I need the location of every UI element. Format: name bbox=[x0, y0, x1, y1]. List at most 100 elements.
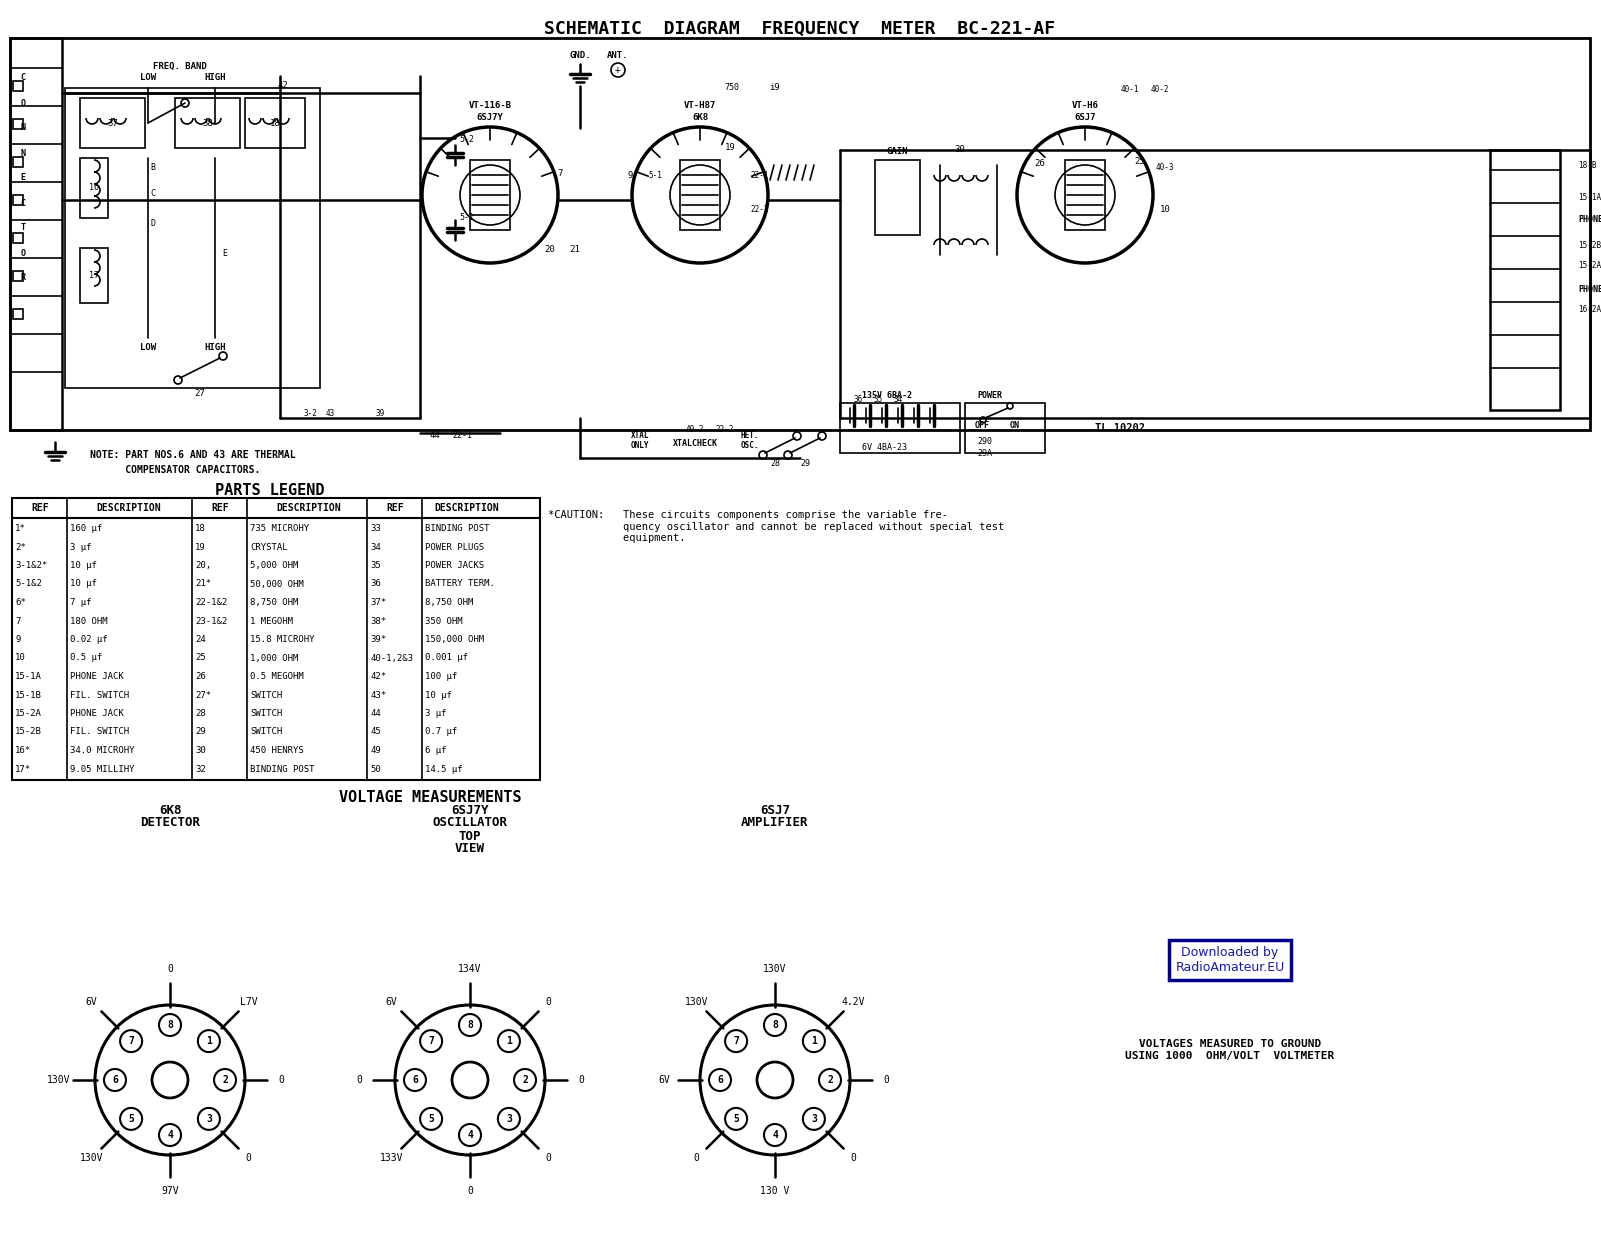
Text: 26: 26 bbox=[1034, 158, 1045, 167]
Bar bbox=[80, 247, 107, 303]
Circle shape bbox=[175, 376, 183, 383]
Text: 6V: 6V bbox=[386, 997, 397, 1007]
Text: 0: 0 bbox=[850, 1153, 857, 1164]
Text: HIGH: HIGH bbox=[205, 344, 226, 353]
Text: 37*: 37* bbox=[370, 597, 386, 607]
Text: N: N bbox=[21, 148, 26, 157]
Text: 27*: 27* bbox=[195, 690, 211, 699]
Text: FIL. SWITCH: FIL. SWITCH bbox=[70, 690, 130, 699]
Text: 30: 30 bbox=[195, 746, 207, 755]
Text: CRYSTAL: CRYSTAL bbox=[250, 543, 288, 552]
Text: 49: 49 bbox=[370, 746, 381, 755]
Text: 24: 24 bbox=[195, 635, 207, 644]
Circle shape bbox=[459, 165, 520, 225]
Text: 0.5 μf: 0.5 μf bbox=[70, 653, 102, 663]
Text: 0: 0 bbox=[355, 1075, 362, 1085]
Text: 10: 10 bbox=[1159, 205, 1170, 214]
Circle shape bbox=[514, 1069, 536, 1091]
Bar bbox=[680, 160, 720, 230]
Text: 0.001 μf: 0.001 μf bbox=[424, 653, 467, 663]
Text: POWER: POWER bbox=[978, 391, 1002, 401]
Text: ONLY: ONLY bbox=[631, 442, 650, 450]
Text: 22-1&2: 22-1&2 bbox=[195, 597, 227, 607]
Text: 42*: 42* bbox=[370, 672, 386, 682]
Text: 34: 34 bbox=[893, 396, 903, 404]
Text: GAIN: GAIN bbox=[887, 147, 908, 157]
Text: 36: 36 bbox=[853, 396, 863, 404]
Text: BATTERY TERM.: BATTERY TERM. bbox=[424, 579, 495, 589]
Circle shape bbox=[199, 1108, 219, 1129]
Text: 17: 17 bbox=[90, 271, 99, 280]
Text: DESCRIPTION: DESCRIPTION bbox=[277, 503, 341, 513]
Text: 1*: 1* bbox=[14, 524, 26, 533]
Text: 3-1&2*: 3-1&2* bbox=[14, 562, 48, 570]
Text: 5,000 OHM: 5,000 OHM bbox=[250, 562, 298, 570]
Circle shape bbox=[215, 1069, 235, 1091]
Text: 0: 0 bbox=[578, 1075, 584, 1085]
Text: C: C bbox=[21, 198, 26, 208]
Text: T: T bbox=[21, 224, 26, 233]
Text: 42: 42 bbox=[277, 82, 288, 90]
Bar bbox=[66, 88, 320, 388]
Circle shape bbox=[120, 1108, 142, 1129]
Text: 0: 0 bbox=[693, 1153, 700, 1164]
Text: 36: 36 bbox=[370, 579, 381, 589]
Text: 22-1: 22-1 bbox=[451, 432, 472, 440]
Text: 2: 2 bbox=[223, 1075, 227, 1085]
Text: VT-116-B: VT-116-B bbox=[469, 101, 511, 110]
Text: 1: 1 bbox=[506, 1037, 512, 1047]
Text: XTAL: XTAL bbox=[631, 432, 650, 440]
Text: 15-2A: 15-2A bbox=[14, 709, 42, 717]
Text: 7 μf: 7 μf bbox=[70, 597, 91, 607]
Text: 16*: 16* bbox=[14, 746, 30, 755]
Text: 33: 33 bbox=[370, 524, 381, 533]
Text: DETECTOR: DETECTOR bbox=[139, 816, 200, 830]
Bar bbox=[13, 195, 22, 205]
Text: 35: 35 bbox=[874, 396, 882, 404]
Bar bbox=[80, 158, 107, 218]
Circle shape bbox=[1055, 165, 1114, 225]
Text: FIL. SWITCH: FIL. SWITCH bbox=[70, 727, 130, 736]
Text: 37: 37 bbox=[107, 119, 118, 127]
Text: 9: 9 bbox=[14, 635, 21, 644]
Bar bbox=[13, 80, 22, 92]
Bar bbox=[471, 160, 511, 230]
Text: 8,750 OHM: 8,750 OHM bbox=[250, 597, 298, 607]
Text: 2*: 2* bbox=[14, 543, 26, 552]
Bar bbox=[841, 403, 961, 453]
Text: 7: 7 bbox=[733, 1037, 740, 1047]
Text: 29: 29 bbox=[195, 727, 207, 736]
Text: 40-1: 40-1 bbox=[1121, 85, 1140, 94]
Text: 130V: 130V bbox=[685, 997, 708, 1007]
Text: VOLTAGE MEASUREMENTS: VOLTAGE MEASUREMENTS bbox=[339, 790, 522, 805]
Text: 10: 10 bbox=[14, 653, 26, 663]
Text: 2: 2 bbox=[828, 1075, 833, 1085]
Text: 3-2: 3-2 bbox=[303, 408, 317, 418]
Text: 6 μf: 6 μf bbox=[424, 746, 447, 755]
Text: 1: 1 bbox=[812, 1037, 817, 1047]
Text: 30: 30 bbox=[954, 146, 965, 155]
Text: 2: 2 bbox=[522, 1075, 528, 1085]
Circle shape bbox=[498, 1108, 520, 1129]
Text: 16-2A: 16-2A bbox=[1579, 306, 1601, 314]
Circle shape bbox=[120, 1030, 142, 1053]
Text: NOTE: PART NOS.6 AND 43 ARE THERMAL: NOTE: PART NOS.6 AND 43 ARE THERMAL bbox=[90, 450, 296, 460]
Text: 130V: 130V bbox=[48, 1075, 70, 1085]
Text: 29: 29 bbox=[800, 459, 810, 468]
Text: 20: 20 bbox=[544, 245, 556, 255]
Text: 1,000 OHM: 1,000 OHM bbox=[250, 653, 298, 663]
Text: 9.05 MILLIHY: 9.05 MILLIHY bbox=[70, 764, 134, 773]
Text: AMPLIFIER: AMPLIFIER bbox=[741, 816, 809, 830]
Text: 6K8: 6K8 bbox=[692, 114, 708, 122]
Text: 43: 43 bbox=[325, 408, 335, 418]
Text: 450 HENRYS: 450 HENRYS bbox=[250, 746, 304, 755]
Text: REF: REF bbox=[211, 503, 229, 513]
Text: ON: ON bbox=[1010, 422, 1020, 430]
Text: 44: 44 bbox=[429, 432, 440, 440]
Text: 5-1&2: 5-1&2 bbox=[14, 579, 42, 589]
Text: VOLTAGES MEASURED TO GROUND
USING 1000  OHM/VOLT  VOLTMETER: VOLTAGES MEASURED TO GROUND USING 1000 O… bbox=[1126, 1039, 1335, 1061]
Text: 750: 750 bbox=[725, 84, 740, 93]
Text: 0: 0 bbox=[279, 1075, 283, 1085]
Text: 22-1: 22-1 bbox=[751, 171, 768, 179]
Text: 160 μf: 160 μf bbox=[70, 524, 102, 533]
